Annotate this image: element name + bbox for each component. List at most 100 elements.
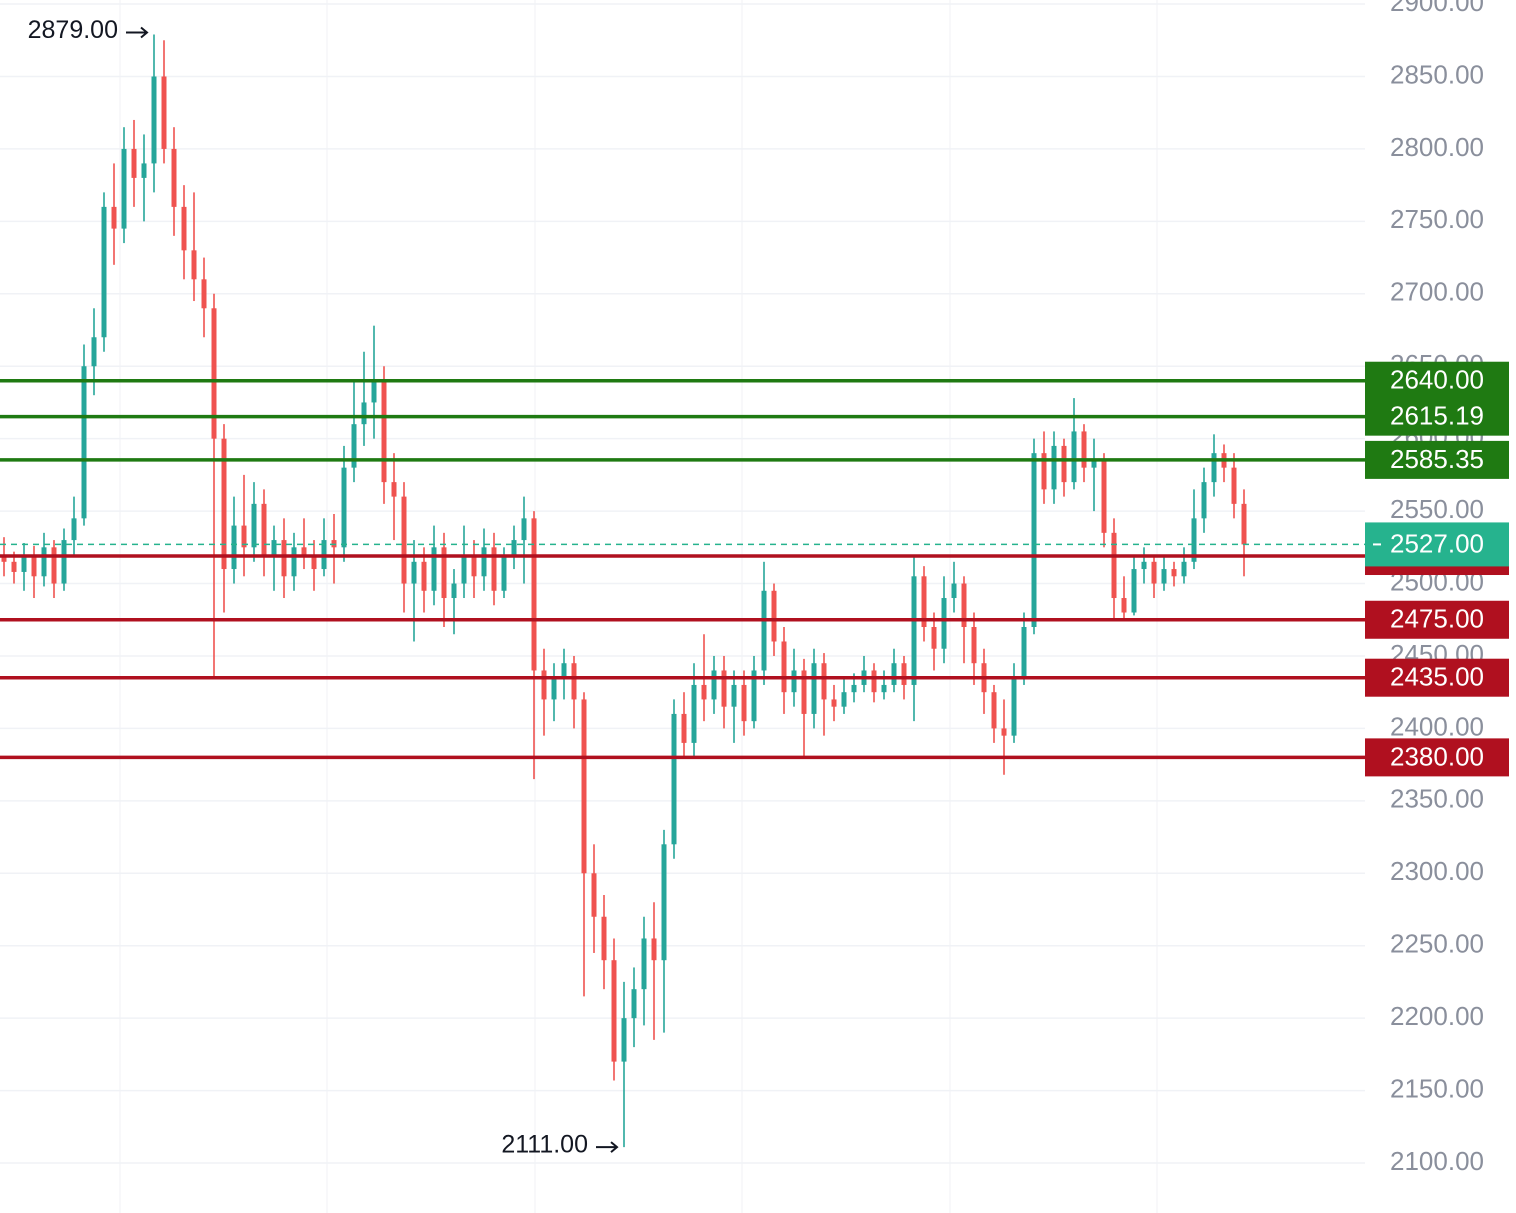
candle-body — [251, 503, 257, 548]
candle-body — [111, 206, 117, 229]
y-tick-label: 2100.00 — [1390, 1146, 1484, 1176]
candle-body — [911, 576, 917, 685]
candle-body — [281, 540, 287, 577]
candle-body — [91, 337, 97, 367]
candle-body — [711, 670, 717, 700]
candle-body — [381, 380, 387, 483]
candle-body — [261, 503, 267, 555]
candle-body — [1151, 561, 1157, 584]
candle-body — [791, 670, 797, 693]
candle-body — [451, 583, 457, 599]
candle-body — [121, 148, 127, 229]
candle-body — [1, 554, 7, 562]
candle-body — [841, 692, 847, 707]
candle-body — [601, 916, 607, 961]
candle-body — [961, 583, 967, 627]
candle-body — [201, 279, 207, 309]
candle-body — [481, 547, 487, 577]
candle-body — [591, 873, 597, 917]
candle-body — [1081, 431, 1087, 468]
y-tick-label: 2900.00 — [1390, 0, 1484, 17]
candle-body — [1191, 518, 1197, 562]
level-label-box — [1365, 397, 1509, 436]
candle-body — [741, 684, 747, 722]
y-tick-label: 2700.00 — [1390, 277, 1484, 307]
candle-body — [1211, 453, 1217, 483]
candle-body — [751, 670, 757, 722]
candle-body — [151, 76, 157, 164]
candle-body — [351, 424, 357, 468]
candle-body — [651, 938, 657, 961]
candle-body — [231, 525, 237, 570]
candle-body — [421, 561, 427, 591]
level-label-box — [1365, 738, 1509, 777]
level-label: 2435.00 — [1390, 662, 1484, 692]
candle-body — [51, 547, 57, 584]
candle-body — [1031, 453, 1037, 627]
y-tick-label: 2400.00 — [1390, 711, 1484, 741]
candle-body — [951, 583, 957, 599]
annotation-label: 2879.00 — [28, 16, 118, 44]
candle-body — [881, 684, 887, 693]
candle-body — [391, 482, 397, 497]
candle-body — [221, 438, 227, 570]
candle-body — [461, 554, 467, 584]
candle-body — [1101, 460, 1107, 533]
current-price-label: 2527.00 — [1390, 528, 1484, 558]
candle-body — [341, 467, 347, 548]
candle-body — [11, 561, 17, 572]
candle-body — [1061, 445, 1067, 483]
y-tick-label: 2250.00 — [1390, 929, 1484, 959]
candle-body — [551, 677, 557, 700]
candle-body — [161, 76, 167, 149]
candle-body — [431, 547, 437, 591]
candle-body — [901, 663, 907, 685]
annotation-arrowhead — [140, 26, 149, 39]
candle-body — [401, 496, 407, 584]
candle-body — [101, 206, 107, 338]
candle-body — [211, 308, 217, 439]
candle-body — [731, 684, 737, 707]
candle-body — [411, 561, 417, 584]
candle-body — [61, 540, 67, 584]
y-tick-label: 2800.00 — [1390, 132, 1484, 162]
level-label: 2615.19 — [1390, 401, 1484, 431]
candle-body — [1161, 569, 1167, 584]
candle-body — [1111, 532, 1117, 599]
y-tick-label: 2550.00 — [1390, 494, 1484, 524]
candle-body — [891, 663, 897, 685]
candle-body — [1201, 482, 1207, 519]
candle-body — [491, 547, 497, 591]
candle-body — [521, 518, 527, 541]
annotation-arrowhead — [610, 1141, 619, 1153]
annotation-label: 2111.00 — [501, 1131, 588, 1159]
candle-body — [641, 938, 647, 990]
candle-body — [991, 692, 997, 729]
candle-body — [581, 699, 587, 874]
candle-body — [171, 148, 177, 207]
candle-body — [771, 590, 777, 642]
candle-body — [191, 250, 197, 280]
candle-body — [441, 547, 447, 599]
candle-body — [871, 670, 877, 693]
candle-body — [661, 844, 667, 961]
candle-body — [821, 663, 827, 700]
candle-body — [921, 576, 927, 627]
level-label: 2475.00 — [1390, 604, 1484, 634]
level-label: 2585.35 — [1390, 444, 1484, 474]
candle-body — [1001, 728, 1007, 736]
candle-body — [1041, 453, 1047, 490]
candle-body — [471, 554, 477, 577]
candle-body — [541, 670, 547, 700]
candle-body — [1021, 626, 1027, 678]
candle-body — [941, 598, 947, 649]
candle-body — [851, 684, 857, 693]
candle-body — [691, 684, 697, 743]
candle-body — [931, 626, 937, 649]
candle-body — [1241, 503, 1247, 545]
level-label-box — [1365, 658, 1509, 697]
candle-body — [971, 626, 977, 664]
y-tick-label: 2150.00 — [1390, 1073, 1484, 1103]
candle-body — [271, 540, 277, 555]
